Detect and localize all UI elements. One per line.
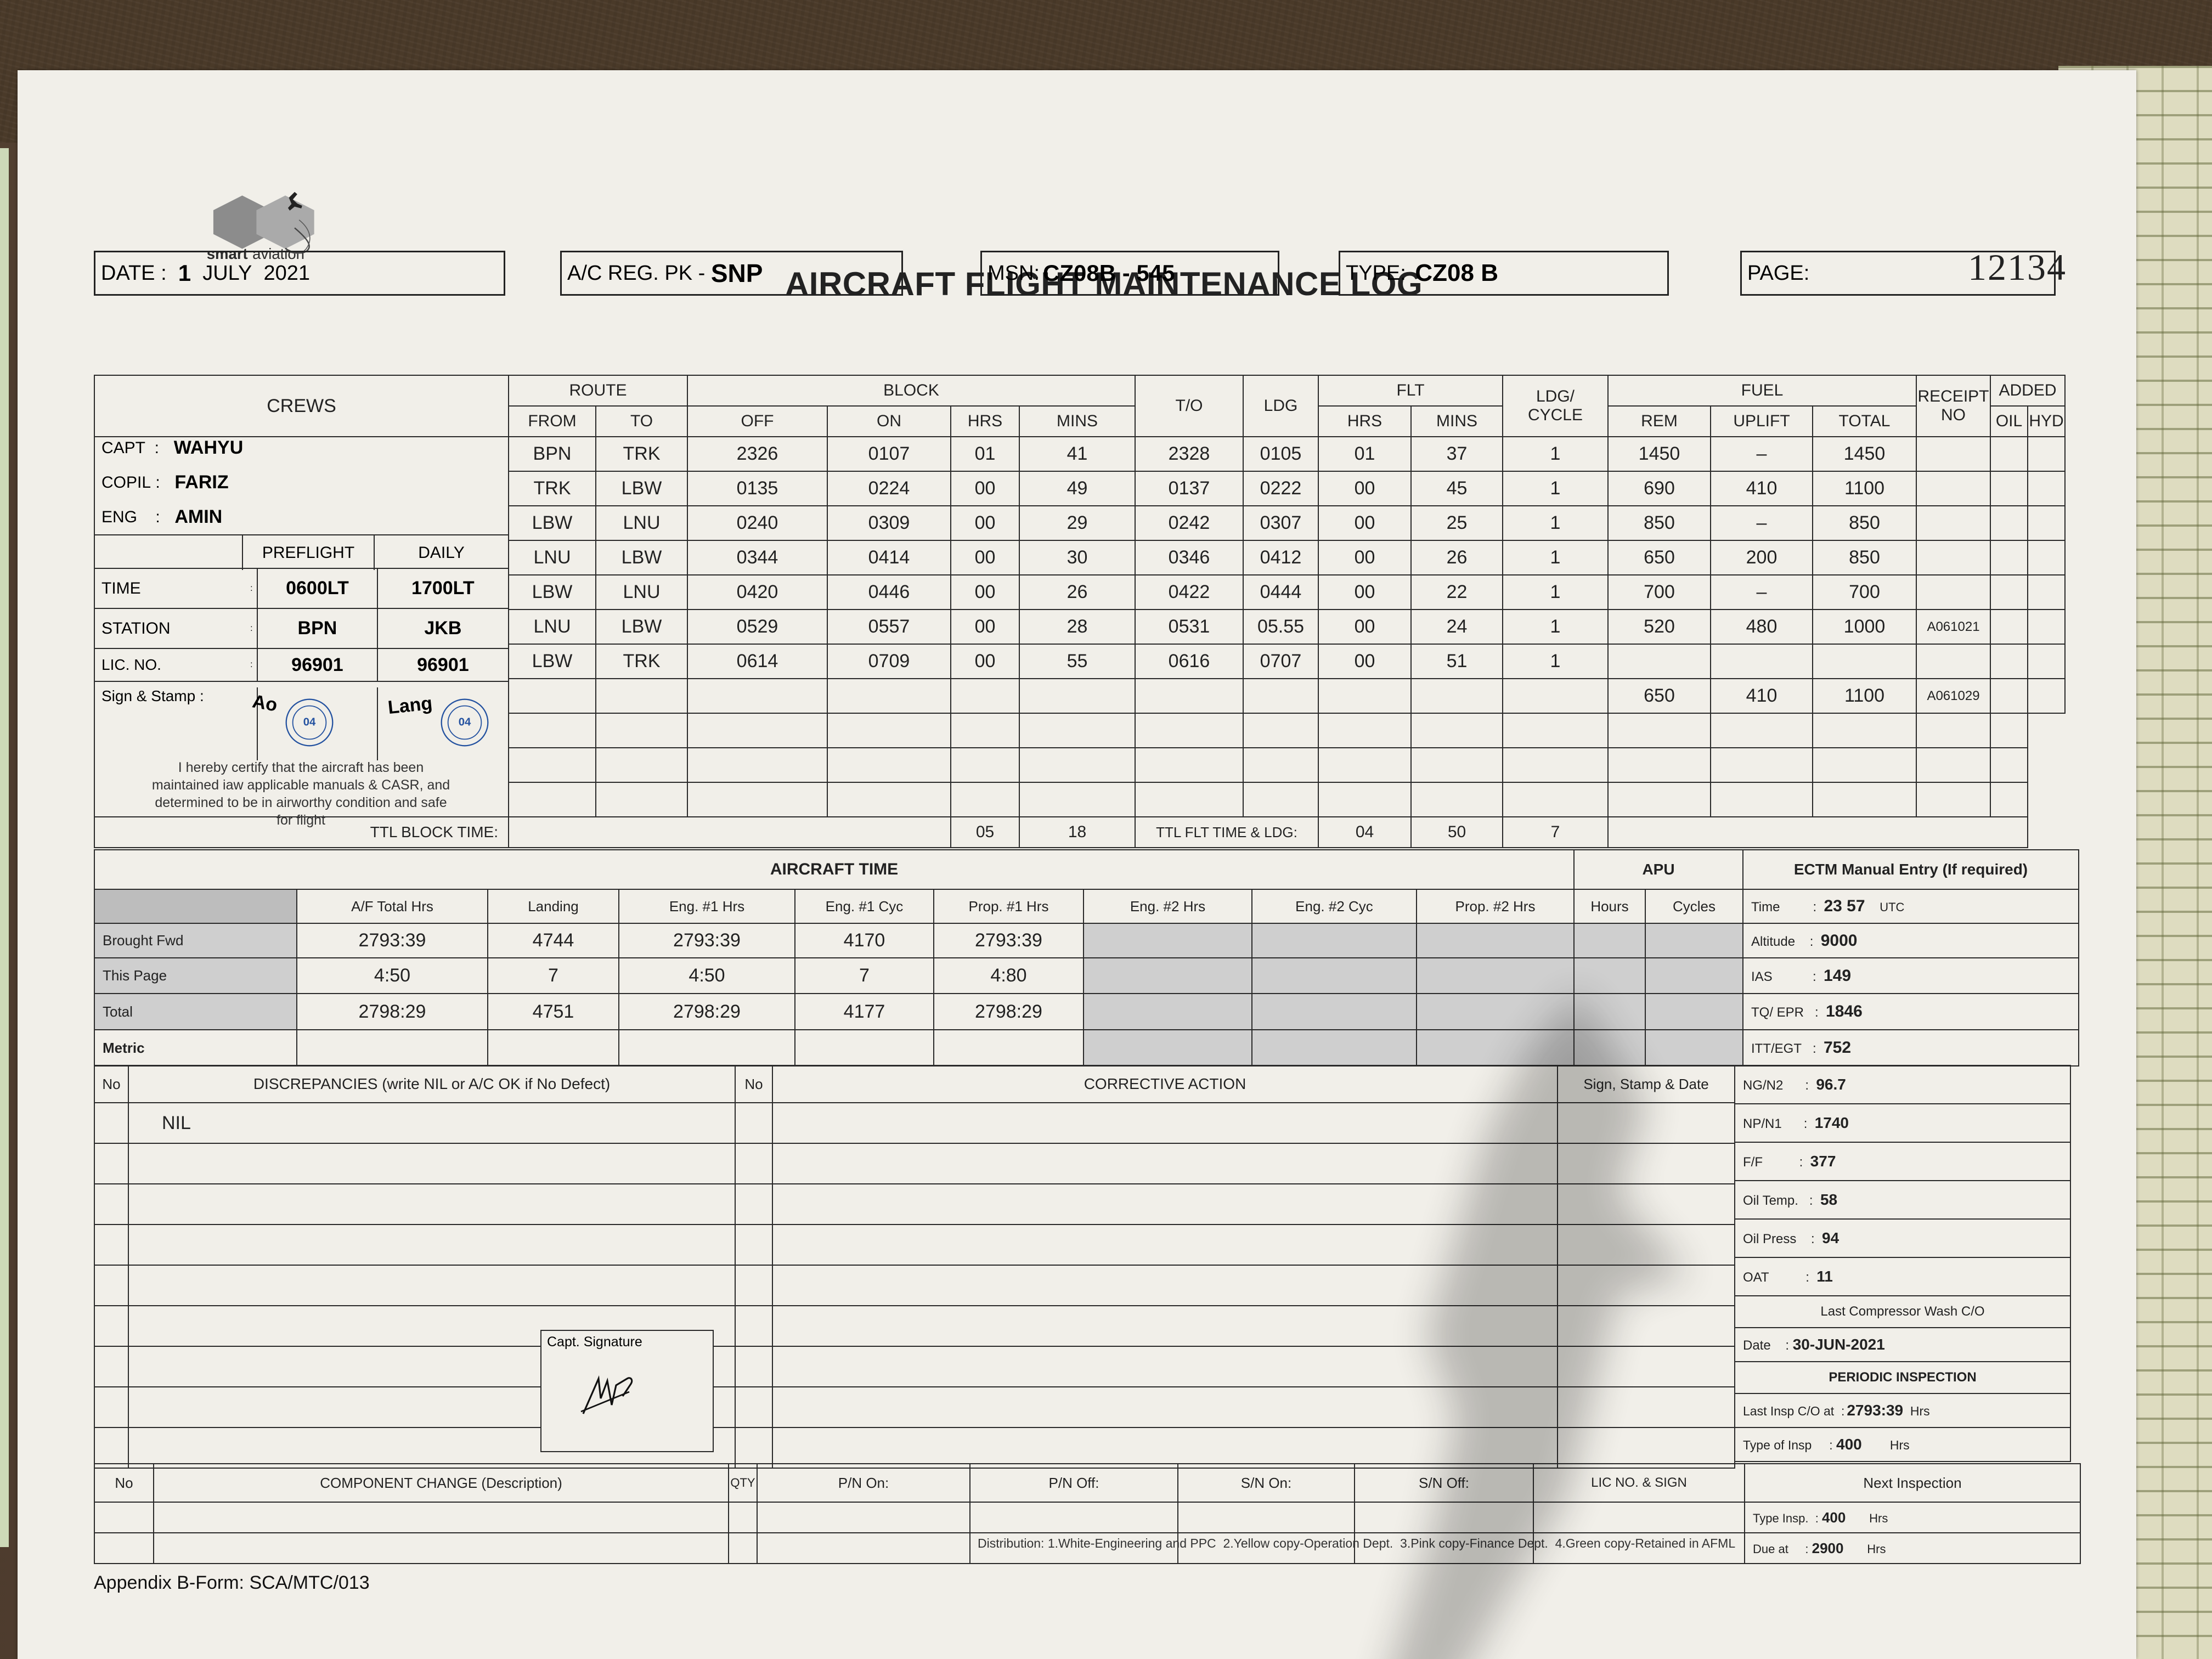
svg-text:04: 04 xyxy=(459,716,471,729)
svg-text:04: 04 xyxy=(303,716,316,729)
